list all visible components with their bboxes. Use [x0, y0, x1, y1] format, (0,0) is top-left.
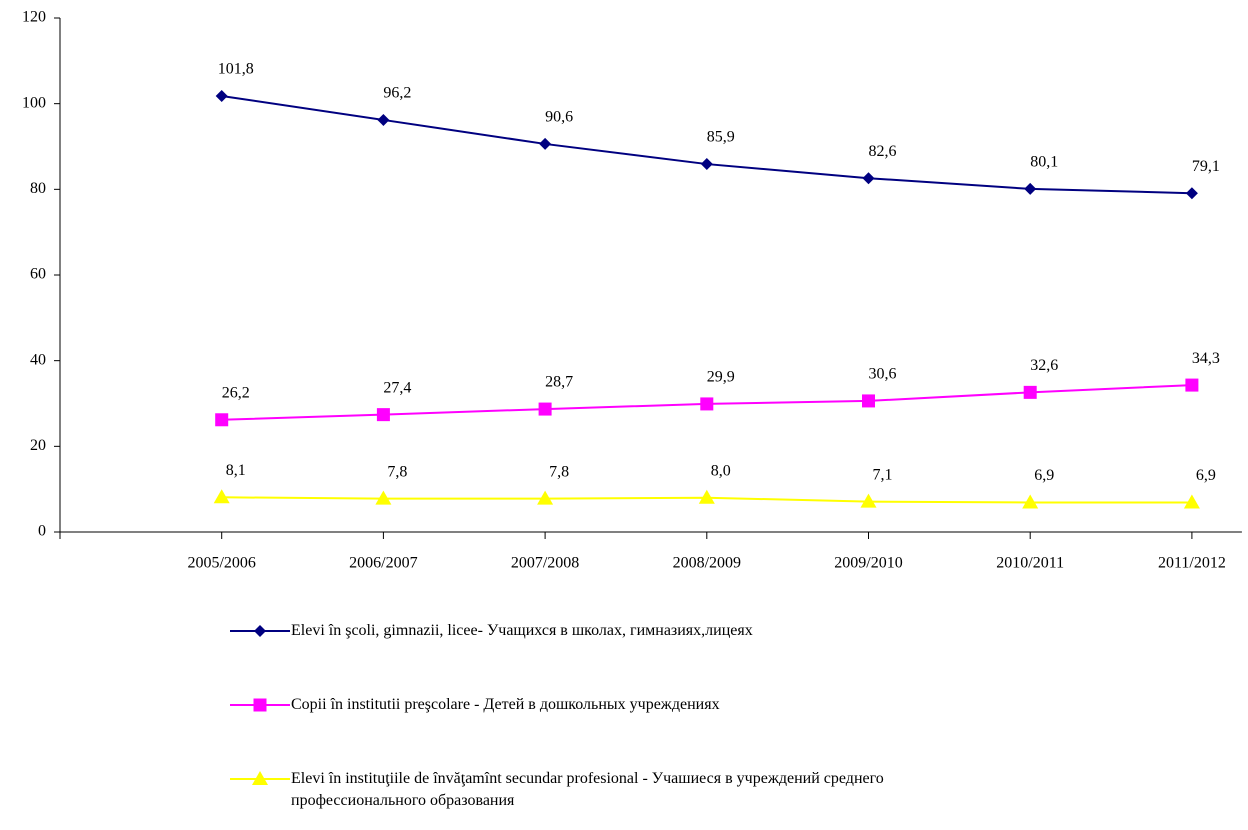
data-label: 101,8: [218, 61, 254, 78]
marker: [254, 625, 266, 637]
x-tick-label: 2007/2008: [511, 555, 579, 572]
data-label: 6,9: [1196, 467, 1216, 484]
x-tick-label: 2011/2012: [1158, 555, 1226, 572]
data-label: 80,1: [1030, 154, 1058, 171]
marker: [253, 698, 267, 712]
legend-label: Copii în institutii preşcolare - Детей в…: [291, 696, 720, 713]
data-label: 27,4: [383, 379, 411, 396]
data-label: 30,6: [869, 366, 897, 383]
marker: [700, 158, 713, 171]
data-label: 79,1: [1192, 158, 1220, 175]
marker: [539, 137, 552, 150]
x-tick-label: 2008/2009: [673, 555, 741, 572]
data-label: 85,9: [707, 129, 735, 146]
y-tick-label: 120: [22, 9, 46, 26]
data-label: 8,0: [711, 462, 731, 479]
marker: [376, 408, 390, 422]
y-tick-label: 0: [38, 523, 46, 540]
marker: [862, 394, 875, 408]
legend-swatch: [230, 625, 290, 637]
x-tick-label: 2006/2007: [349, 555, 417, 572]
y-tick-label: 20: [30, 437, 46, 454]
y-tick-label: 100: [22, 94, 46, 111]
data-label: 34,3: [1192, 350, 1220, 367]
data-label: 8,1: [226, 462, 246, 479]
marker: [213, 489, 230, 504]
data-label: 28,7: [545, 374, 573, 391]
marker: [215, 89, 228, 102]
y-tick-label: 60: [30, 266, 46, 283]
plot: 0 20 40 60 80 100 120 2005/2006 2006/2007 2007/20…: [22, 9, 1242, 572]
marker: [860, 493, 877, 508]
data-label: 96,2: [383, 85, 411, 102]
data-label: 7,8: [549, 463, 569, 480]
marker: [538, 402, 552, 416]
marker: [862, 172, 875, 185]
data-label: 82,6: [869, 143, 897, 160]
marker: [700, 397, 714, 411]
legend-label: Elevi în instituţiile de învăţamînt secu…: [291, 770, 884, 809]
marker: [375, 490, 392, 505]
marker: [1183, 494, 1200, 509]
marker: [1185, 187, 1198, 200]
marker: [1022, 494, 1039, 509]
data-label: 26,2: [222, 384, 250, 401]
x-tick-label: 2005/2006: [187, 555, 255, 572]
y-tick-label: 40: [30, 351, 46, 368]
data-label: 7,8: [387, 463, 407, 480]
data-label: 32,6: [1030, 357, 1058, 374]
marker: [252, 771, 268, 785]
x-tick-label: 2010/2011: [996, 555, 1064, 572]
marker: [377, 113, 390, 126]
legend-swatch: [230, 771, 290, 785]
marker: [1024, 182, 1037, 195]
x-tick-label: 2009/2010: [834, 555, 902, 572]
data-label: 7,1: [873, 466, 893, 483]
marker: [1185, 378, 1199, 392]
data-label: 90,6: [545, 109, 573, 126]
data-label: 29,9: [707, 369, 735, 386]
marker: [698, 489, 715, 504]
y-tick-label: 80: [30, 180, 46, 197]
marker: [537, 490, 554, 505]
legend-swatch: [230, 698, 290, 712]
data-label: 6,9: [1034, 467, 1054, 484]
marker: [1023, 385, 1037, 399]
legend-label: Elevi în şcoli, gimnazii, licee- Учащихс…: [291, 622, 753, 639]
marker: [215, 413, 229, 427]
